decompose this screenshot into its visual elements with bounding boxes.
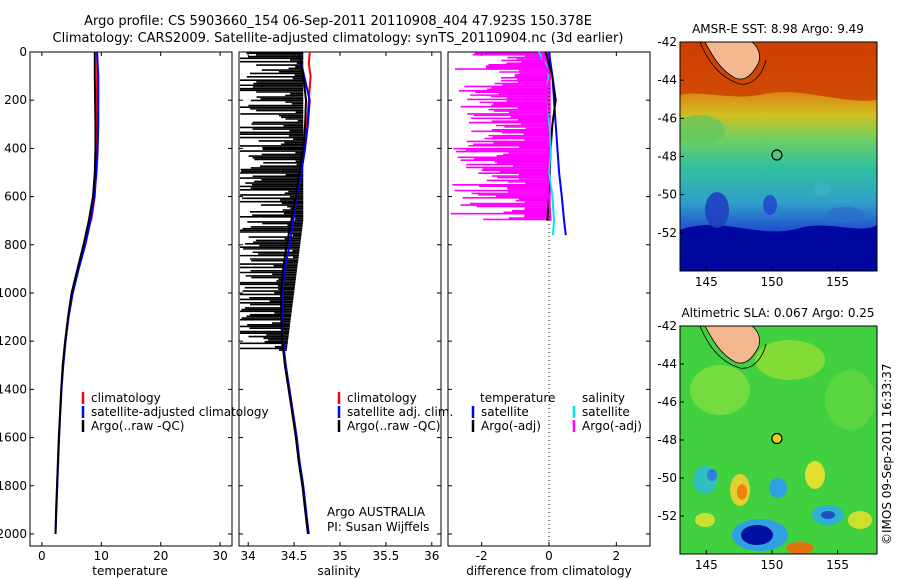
series-line-argo-raw-qc- <box>54 52 97 535</box>
credit-pi: PI: Susan Wijffels <box>327 520 429 534</box>
map-lat-tick-label: -50 <box>657 471 677 485</box>
temperature-tick-labels: 0 10 20 30 <box>38 52 228 563</box>
salinity-argo-raw-spikes <box>240 52 304 351</box>
map-lat-tick-label: -50 <box>657 188 677 202</box>
sla-map-title: Altimetric SLA: 0.067 Argo: 0.25 <box>681 306 874 320</box>
depth-tick-label: 800 <box>4 238 27 252</box>
depth-tick-labels: 0 200 400 600 800 1000 1200 1400 1600 1800 2000 <box>0 45 650 541</box>
temperature-legend: climatology satellite-adjusted climatolo… <box>81 391 269 433</box>
map-lat-tick-label: -44 <box>657 357 677 371</box>
x-tick-label: 36 <box>424 549 439 563</box>
difference-salinity-argo-spikes <box>450 52 551 221</box>
temperature-axes-frame <box>29 51 233 547</box>
credit-argo-australia: Argo AUSTRALIA <box>327 505 426 519</box>
diff-legend-temperature-header: temperature <box>480 391 555 405</box>
depth-tick-label: 1000 <box>0 286 27 300</box>
depth-tick-label: 1400 <box>0 382 27 396</box>
map-lat-tick-label: -46 <box>657 395 677 409</box>
x-tick-label: 20 <box>153 549 168 563</box>
depth-tick-label: 0 <box>19 45 27 59</box>
depth-tick-label: 200 <box>4 93 27 107</box>
map-lat-tick-label: -46 <box>657 111 677 125</box>
x-tick-label: -2 <box>476 549 488 563</box>
x-tick-label: 34 <box>241 549 256 563</box>
map-lat-tick-label: -52 <box>657 509 677 523</box>
diff-legend-temp-argo-label: Argo(-adj) <box>481 419 541 433</box>
series-line-satellite-adjusted-climatology <box>54 51 100 535</box>
temperature-axis-label: temperature <box>92 564 167 578</box>
legend-argo-label: Argo(..raw -QC) <box>91 419 184 433</box>
salinity-legend: climatology satellite adj. clim. Argo(..… <box>337 391 453 433</box>
imos-timestamp: ©IMOS 09-Sep-2011 16:33:37 <box>880 363 894 545</box>
map-lat-tick-label: -44 <box>657 73 677 87</box>
map-lat-tick-label: -42 <box>657 35 677 49</box>
temperature-series <box>54 51 100 535</box>
series-line-salinity-argo-adj- <box>541 51 552 221</box>
x-tick-label: 2 <box>613 549 621 563</box>
x-tick-label: 35.5 <box>373 549 400 563</box>
x-tick-label: 0 <box>38 549 46 563</box>
map-lon-tick-label: 150 <box>760 275 783 289</box>
depth-tick-label: 2000 <box>0 527 27 541</box>
difference-axis-label: difference from climatology <box>466 564 632 578</box>
map-lon-tick-label: 155 <box>826 558 849 572</box>
difference-legend: temperature salinity satellite Argo(-adj… <box>471 391 642 433</box>
legend-satellite-label: satellite-adjusted climatology <box>91 405 269 419</box>
depth-tick-label: 600 <box>4 190 27 204</box>
diff-legend-sal-sat-label: satellite <box>582 405 630 419</box>
figure-title-line1: Argo profile: CS 5903660_154 06-Sep-2011… <box>84 14 592 29</box>
x-tick-label: 35 <box>332 549 347 563</box>
series-line-argo-raw-qc- <box>280 51 309 535</box>
depth-tick-label: 1200 <box>0 334 27 348</box>
sst-map-title: AMSR-E SST: 8.98 Argo: 9.49 <box>692 22 864 36</box>
sal-legend-argo-label: Argo(..raw -QC) <box>347 419 440 433</box>
map-lon-tick-label: 150 <box>760 558 783 572</box>
map-lat-tick-label: -48 <box>657 433 677 447</box>
map-lon-tick-label: 145 <box>695 558 718 572</box>
sla-argo-location-marker <box>771 432 783 445</box>
x-tick-label: 30 <box>212 549 227 563</box>
sal-legend-satellite-label: satellite adj. clim. <box>347 405 453 419</box>
map-lon-tick-label: 155 <box>826 275 849 289</box>
depth-tick-label: 1800 <box>0 479 27 493</box>
salinity-series <box>280 51 312 535</box>
sst-argo-location-marker <box>771 149 783 161</box>
diff-legend-sal-argo-label: Argo(-adj) <box>582 419 642 433</box>
sst-map-field <box>680 42 877 271</box>
x-tick-label: 10 <box>94 549 109 563</box>
map-lat-tick-label: -52 <box>657 226 677 240</box>
sst-lon-tick-labels: 145 150 155 <box>695 267 849 289</box>
diff-legend-salinity-header: salinity <box>582 391 625 405</box>
x-tick-label: 34.5 <box>281 549 308 563</box>
sla-lon-tick-labels: 145 150 155 <box>695 550 849 572</box>
legend-climatology-label: climatology <box>91 391 161 405</box>
map-lat-tick-label: -48 <box>657 150 677 164</box>
depth-tick-label: 400 <box>4 141 27 155</box>
difference-series <box>538 51 567 236</box>
salinity-axis-label: salinity <box>317 564 360 578</box>
figure-title-line2: Climatology: CARS2009. Satellite-adjuste… <box>53 31 624 46</box>
map-lon-tick-label: 145 <box>695 275 718 289</box>
sst-lat-tick-labels: -42 -44 -46 -48 -50 -52 <box>657 35 684 240</box>
salinity-tick-labels: 34 34.5 35 35.5 36 <box>241 52 439 563</box>
depth-tick-label: 1600 <box>0 431 27 445</box>
sla-lat-tick-labels: -42 -44 -46 -48 -50 -52 <box>657 319 684 523</box>
map-lat-tick-label: -42 <box>657 319 677 333</box>
x-tick-label: 0 <box>545 549 553 563</box>
diff-legend-temp-sat-label: satellite <box>481 405 529 419</box>
sal-legend-climatology-label: climatology <box>347 391 417 405</box>
